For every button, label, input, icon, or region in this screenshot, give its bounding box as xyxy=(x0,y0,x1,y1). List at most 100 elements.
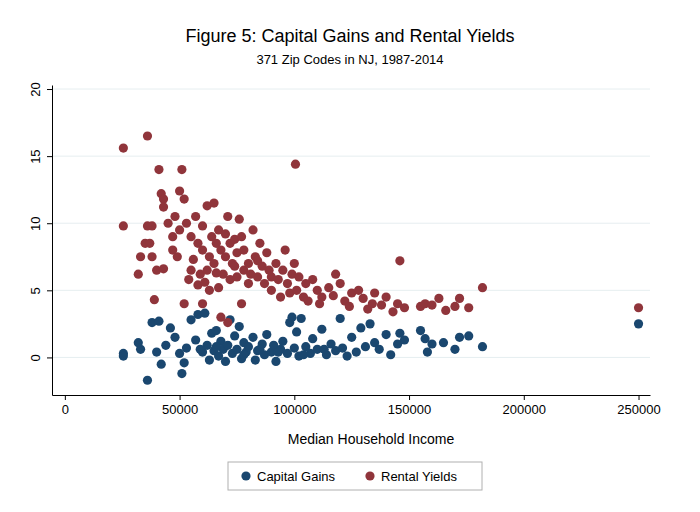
circle-point xyxy=(253,256,262,265)
circle-point xyxy=(345,302,354,311)
circle-point xyxy=(308,334,317,343)
circle-point xyxy=(212,342,221,351)
circle-point xyxy=(255,239,264,248)
circle-point xyxy=(271,357,280,366)
circle-point xyxy=(119,143,128,152)
title: Figure 5: Capital Gains and Rental Yield… xyxy=(185,26,514,46)
circle-point xyxy=(251,356,260,365)
circle-point xyxy=(317,325,326,334)
circle-point xyxy=(180,194,189,203)
circle-point xyxy=(308,275,317,284)
x-tick: 250000 xyxy=(617,395,660,417)
circle-point xyxy=(400,335,409,344)
background xyxy=(0,0,700,512)
circle-point xyxy=(388,307,397,316)
circle-point xyxy=(150,295,159,304)
circle-point xyxy=(223,341,232,350)
circle-point xyxy=(382,292,391,301)
circle-point xyxy=(175,186,184,195)
circle-point xyxy=(400,303,409,312)
circle-point xyxy=(370,288,379,297)
y-tick-label: 10 xyxy=(28,216,43,230)
circle-point xyxy=(427,339,436,348)
circle-point xyxy=(260,279,269,288)
y-tick-mark xyxy=(47,89,52,90)
circle-point xyxy=(191,335,200,344)
circle-point xyxy=(320,345,329,354)
circle-point xyxy=(177,165,186,174)
circle-point xyxy=(368,299,377,308)
x-tick-label: 250000 xyxy=(617,402,660,417)
circle-point xyxy=(154,165,163,174)
series xyxy=(119,309,643,385)
x-tick-label: 0 xyxy=(62,402,69,417)
x-tick: 150000 xyxy=(388,395,431,417)
circle-point xyxy=(382,330,391,339)
legend: Capital Gains Rental Yields xyxy=(228,462,482,490)
circle-point xyxy=(281,245,290,254)
circle-point xyxy=(244,279,253,288)
y-tick-label: 15 xyxy=(28,149,43,163)
circle-point xyxy=(145,239,154,248)
circle-point xyxy=(450,302,459,311)
grid xyxy=(52,89,650,357)
circle-point xyxy=(439,338,448,347)
circle-point xyxy=(278,266,287,275)
circle-point xyxy=(267,286,276,295)
circle-point xyxy=(161,341,170,350)
circle-point xyxy=(255,345,264,354)
circle-point xyxy=(239,350,248,359)
circle-point xyxy=(134,338,143,347)
circle-point xyxy=(152,347,161,356)
circle-point xyxy=(292,286,301,295)
circle-point xyxy=(134,270,143,279)
circle-point xyxy=(464,331,473,340)
circle-point xyxy=(427,300,436,309)
circle-point xyxy=(166,323,175,332)
circle-point xyxy=(170,212,179,221)
legend-box xyxy=(228,462,482,490)
y-tick-label: 5 xyxy=(28,287,43,294)
circle-point xyxy=(196,345,205,354)
y-tick-mark xyxy=(47,223,52,224)
legend-label: Capital Gains xyxy=(257,469,336,484)
circle-point xyxy=(143,376,152,385)
circle-point xyxy=(246,270,255,279)
subtitle: 371 Zip Codes in NJ, 1987-2014 xyxy=(256,52,443,67)
circle-point xyxy=(331,270,340,279)
circle-point xyxy=(147,252,156,261)
x-tick: 100000 xyxy=(273,395,316,417)
series xyxy=(119,131,643,327)
circle-point xyxy=(395,256,404,265)
y-tick-mark xyxy=(47,290,52,291)
circle-point xyxy=(464,303,473,312)
circle-point xyxy=(182,219,191,228)
circle-point xyxy=(450,345,459,354)
circle-point xyxy=(287,313,296,322)
circle-point xyxy=(292,327,301,336)
x-tick-label: 150000 xyxy=(388,402,431,417)
circle-point xyxy=(361,342,370,351)
y-tick: 15 xyxy=(28,149,52,163)
circle-point xyxy=(352,347,361,356)
circle-point xyxy=(209,259,218,268)
circle-point xyxy=(186,266,195,275)
x-tick-mark xyxy=(524,395,525,400)
circle-point xyxy=(221,357,230,366)
circle-point xyxy=(119,351,128,360)
circle-point xyxy=(168,232,177,241)
circle-point xyxy=(189,255,198,264)
circle-point xyxy=(244,259,253,268)
circle-point xyxy=(634,303,643,312)
circle-point xyxy=(212,268,221,277)
circle-point xyxy=(159,194,168,203)
legend-label: Rental Yields xyxy=(381,469,457,484)
circle-point xyxy=(297,314,306,323)
plot-area xyxy=(119,131,643,384)
y-tick-label: 0 xyxy=(28,354,43,361)
circle-point xyxy=(324,283,333,292)
circle-point xyxy=(354,286,363,295)
y-tick: 20 xyxy=(28,82,52,96)
circle-point xyxy=(248,225,257,234)
circle-point xyxy=(478,342,487,351)
